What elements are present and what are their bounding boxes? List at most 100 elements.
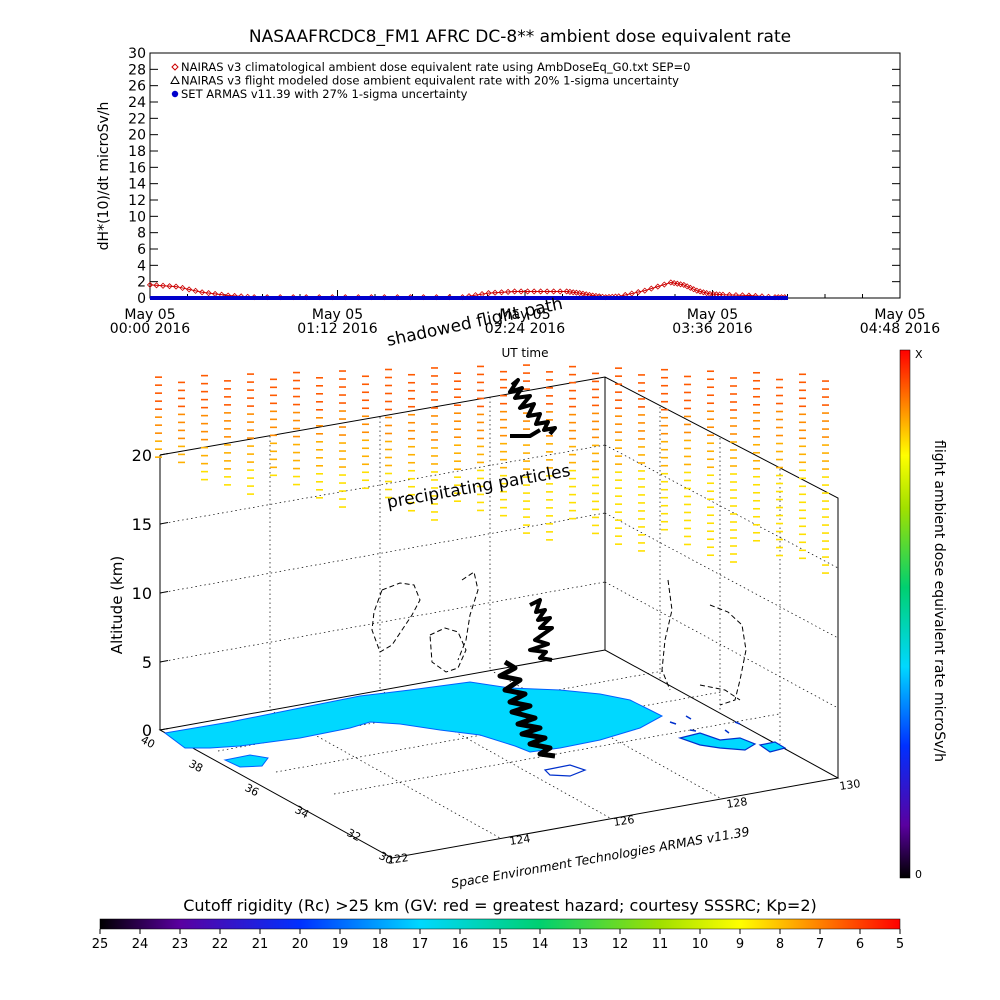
bottom-colorbar-tick-label: 16 — [452, 937, 469, 952]
top-x-tick-label-time: 02:24 2016 — [485, 321, 566, 337]
top-x-tick-label-time: 01:12 2016 — [297, 321, 378, 337]
floor-outline — [158, 649, 840, 859]
top-x-tick-label-date: May 05 — [499, 307, 550, 323]
legend-marker-circle — [171, 90, 179, 98]
bottom-colorbar-tick-label: 5 — [896, 937, 904, 952]
landmass-main — [163, 681, 664, 753]
right-colorbar-bottom-label: 0 — [915, 868, 922, 881]
series-climatological-point — [697, 288, 704, 295]
top-legend: NAIRAS v3 climatological ambient dose eq… — [170, 60, 690, 101]
top-y-tick-label: 30 — [128, 46, 146, 62]
latitude-tick-label: 38 — [187, 757, 205, 775]
bottom-colorbar-tick-label: 11 — [652, 937, 669, 952]
series-climatological-point — [199, 289, 206, 296]
top-x-tick-label-time: 04:48 2016 — [860, 321, 941, 337]
bottom-colorbar-tick-label: 21 — [252, 937, 269, 952]
3d-box: shadowed flight path precipitating parti… — [108, 294, 861, 891]
longitude-tick-label: 122 — [387, 851, 410, 867]
grid-lines — [159, 397, 839, 839]
altitude-axis-label: Altitude (km) — [108, 556, 126, 654]
bottom-colorbar-tick-label: 19 — [332, 937, 349, 952]
series-climatological-point — [703, 290, 710, 297]
series-climatological-point — [671, 280, 678, 287]
bottom-colorbar-title: Cutoff rigidity (Rc) >25 km (GV: red = g… — [183, 896, 817, 915]
bottom-colorbar-tick-label: 24 — [132, 937, 149, 952]
longitude-axis: 122 124 126 128 130 — [387, 777, 862, 867]
right-colorbar-title: flight ambient dose equivalent rate micr… — [931, 440, 947, 762]
top-series-layer — [146, 279, 789, 301]
series-climatological-point — [661, 281, 668, 288]
series-climatological-point — [677, 281, 684, 288]
altitude-tick — [159, 660, 169, 663]
bottom-colorbar-tick-label: 22 — [212, 937, 229, 952]
legend-label: NAIRAS v3 flight modeled dose ambient eq… — [181, 74, 679, 88]
longitude-tick-label: 130 — [839, 777, 862, 793]
series-climatological-point — [635, 289, 642, 296]
bottom-colorbar-tick-label: 25 — [92, 937, 109, 952]
series-climatological-point — [713, 291, 720, 298]
top-y-tick-label: 16 — [128, 160, 146, 176]
bottom-colorbar-tick-label: 23 — [172, 937, 189, 952]
right-colorbar — [899, 349, 911, 879]
flight-path — [497, 659, 556, 759]
altitude-tick — [159, 591, 169, 594]
top-y-tick-label: 12 — [128, 193, 146, 209]
series-climatological-point — [710, 291, 717, 298]
series-climatological-point — [192, 287, 199, 294]
legend-marker-diamond — [171, 63, 179, 71]
bottom-colorbar-tick-label: 6 — [856, 937, 864, 952]
altitude-tick-label: 10 — [132, 584, 152, 603]
top-x-tick-label-date: May 05 — [312, 307, 363, 323]
bottom-colorbar-tick-label: 17 — [412, 937, 429, 952]
flight-path-shadow-top — [508, 378, 557, 438]
top-y-tick-label: 4 — [137, 258, 146, 274]
series-climatological-point — [518, 288, 525, 295]
series-climatological-point — [566, 288, 573, 295]
series-climatological-point — [166, 283, 173, 290]
series-climatological-point — [579, 290, 587, 297]
series-climatological-line — [149, 281, 789, 298]
top-y-tick-label: 18 — [128, 144, 146, 160]
right-colorbar-top-label: X — [915, 348, 923, 361]
series-climatological-point — [537, 288, 544, 295]
annotation-credit: Space Environment Technologies ARMAS v11… — [450, 824, 751, 891]
top-x-tick-label-date: May 05 — [687, 307, 738, 323]
top-y-tick-label: 22 — [128, 111, 146, 127]
top-y-tick-label: 0 — [137, 291, 146, 307]
bottom-colorbar-tick-label: 7 — [816, 937, 824, 952]
series-climatological-point — [146, 281, 154, 288]
top-chart-title: NASAAFRCDC8_FM1 AFRC DC-8** ambient dose… — [249, 27, 791, 47]
top-y-tick-label: 28 — [128, 62, 146, 78]
precipitating-particles — [155, 364, 829, 574]
latitude-tick-label: 32 — [345, 826, 363, 844]
latitude-tick-label: 30 — [377, 849, 395, 867]
series-climatological-point — [172, 283, 180, 290]
bottom-colorbar-tick-label: 9 — [736, 937, 744, 952]
longitude-tick-label: 128 — [726, 795, 749, 811]
series-climatological-point — [700, 289, 707, 296]
top-y-axis-label: dH*(10)/dt microSv/h — [96, 102, 112, 251]
altitude-axis: 0 5 10 15 20 — [132, 446, 169, 740]
top-y-tick-label: 2 — [137, 275, 146, 291]
series-climatological-point — [667, 279, 674, 286]
latitude-tick-label: 36 — [243, 781, 261, 799]
series-climatological-point — [524, 288, 531, 295]
latitude-axis: 40 38 36 34 32 30 — [139, 733, 395, 867]
bottom-colorbar-tick-label: 20 — [292, 937, 309, 952]
altitude-tick-label: 15 — [132, 515, 152, 534]
altitude-tick — [159, 522, 169, 525]
top-y-tick-label: 10 — [128, 209, 146, 225]
top-y-tick-label: 8 — [137, 226, 146, 242]
series-climatological-point — [485, 290, 492, 297]
coastline-shadow-side — [661, 579, 747, 706]
series-climatological-point — [583, 291, 590, 298]
bottom-colorbar-tick-label: 14 — [532, 937, 549, 952]
landmass-island-1 — [223, 754, 269, 768]
series-climatological-point — [185, 286, 193, 293]
series-climatological-point — [212, 290, 219, 297]
top-x-tick-label-time: 03:36 2016 — [672, 321, 753, 337]
series-climatological-point — [628, 290, 635, 297]
series-climatological-point — [478, 291, 486, 298]
series-climatological-point — [505, 288, 512, 295]
